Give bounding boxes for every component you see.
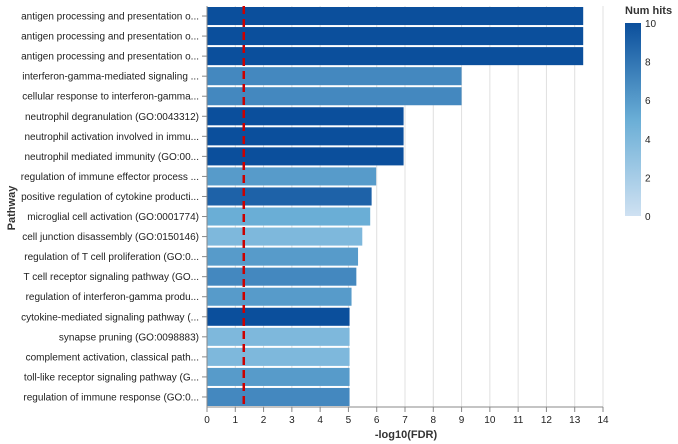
bar <box>207 347 350 366</box>
bar <box>207 327 350 346</box>
bar <box>207 87 462 106</box>
legend-tick-label: 8 <box>645 58 651 69</box>
bar <box>207 227 363 246</box>
x-tick-label: 11 <box>513 415 524 426</box>
x-tick-label: 12 <box>541 415 553 426</box>
bar <box>207 387 350 406</box>
category-label: cell junction disassembly (GO:0150146) <box>22 232 199 243</box>
bar <box>207 267 357 286</box>
bar <box>207 287 352 306</box>
x-tick-label: 13 <box>569 415 581 426</box>
x-tick-label: 4 <box>317 415 323 426</box>
x-tick-label: 14 <box>597 415 609 426</box>
category-label: complement activation, classical path... <box>26 352 199 363</box>
legend-gradient-bar <box>625 23 641 216</box>
category-label: cytokine-mediated signaling pathway (... <box>21 312 199 323</box>
legend-title: Num hits <box>625 5 672 17</box>
category-label: antigen processing and presentation o... <box>21 52 199 63</box>
grid-lines <box>206 6 604 407</box>
bar <box>207 7 584 26</box>
legend-tick-labels: 0 2 4 6 8 10 <box>645 19 657 223</box>
category-labels: antigen processing and presentation o...… <box>21 12 207 403</box>
bar <box>207 207 371 226</box>
category-label: regulation of interferon-gamma produ... <box>26 292 199 303</box>
bar <box>207 147 404 166</box>
y-axis-title: Pathway <box>6 185 18 231</box>
x-tick-label: 5 <box>346 415 352 426</box>
category-label: neutrophil degranulation (GO:0043312) <box>25 112 199 123</box>
color-legend: Num hits 0 2 4 6 8 10 <box>625 5 672 223</box>
bar <box>207 367 350 386</box>
category-label: interferon-gamma-mediated signaling ... <box>22 72 199 83</box>
x-tick-label: 10 <box>484 415 496 426</box>
category-label: toll-like receptor signaling pathway (G.… <box>24 372 199 383</box>
category-label: synapse pruning (GO:0098883) <box>59 332 199 343</box>
category-label: microglial cell activation (GO:0001774) <box>27 212 199 223</box>
legend-tick-label: 4 <box>645 135 651 146</box>
x-tick-label: 2 <box>261 415 267 426</box>
x-tick-label: 9 <box>459 415 465 426</box>
legend-tick-label: 0 <box>645 212 651 223</box>
category-label: regulation of immune response (GO:0... <box>23 392 199 403</box>
x-tick-label: 3 <box>289 415 295 426</box>
bar <box>207 247 359 266</box>
category-label: antigen processing and presentation o... <box>21 32 199 43</box>
legend-tick-label: 2 <box>645 173 651 184</box>
x-tick-label: 6 <box>374 415 380 426</box>
legend-tick-label: 10 <box>645 19 657 30</box>
category-label: T cell receptor signaling pathway (GO... <box>24 272 199 283</box>
category-label: regulation of T cell proliferation (GO:0… <box>24 252 199 263</box>
bar <box>207 67 462 86</box>
category-label: neutrophil activation involved in immu..… <box>24 132 199 143</box>
category-label: regulation of immune effector process ..… <box>21 172 199 183</box>
bar <box>207 47 584 66</box>
x-axis-title: -log10(FDR) <box>375 429 438 441</box>
x-tick-labels: 0 1 2 3 4 5 6 7 8 9 10 11 12 13 14 <box>204 407 609 426</box>
x-tick-label: 0 <box>204 415 210 426</box>
bar <box>207 167 377 186</box>
x-tick-label: 1 <box>233 415 239 426</box>
bar <box>207 127 404 146</box>
x-tick-label: 8 <box>431 415 437 426</box>
bar <box>207 307 350 326</box>
bar <box>207 27 584 46</box>
category-label: antigen processing and presentation o... <box>21 12 199 23</box>
category-label: positive regulation of cytokine producti… <box>21 192 199 203</box>
bar <box>207 187 372 206</box>
legend-tick-label: 6 <box>645 96 651 107</box>
category-label: cellular response to interferon-gamma... <box>22 92 199 103</box>
category-label: neutrophil mediated immunity (GO:00... <box>24 152 199 163</box>
bar <box>207 107 404 126</box>
x-tick-label: 7 <box>402 415 408 426</box>
